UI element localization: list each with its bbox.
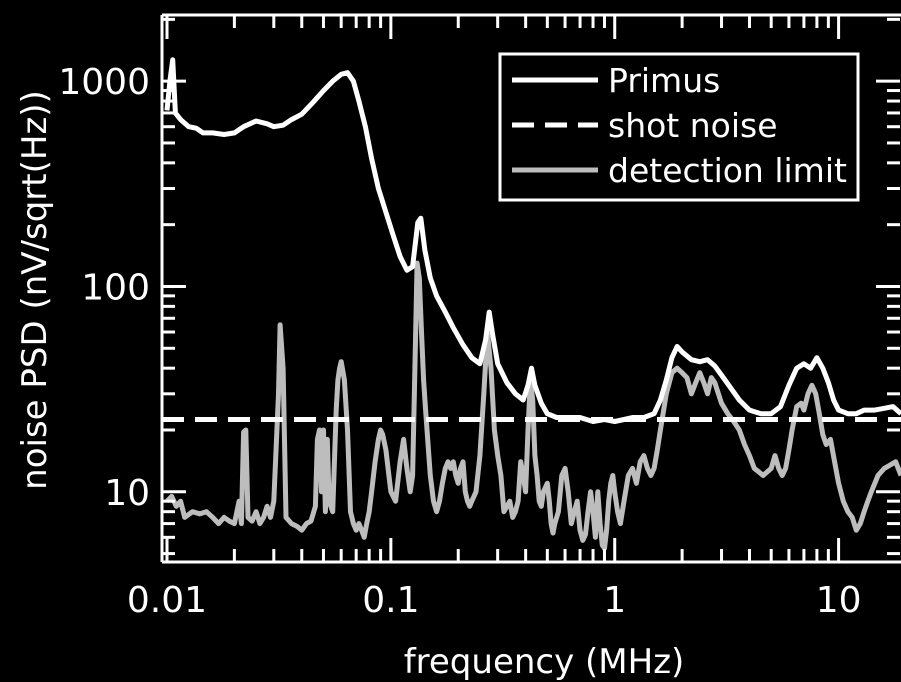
y-tick-label: 100 [81,267,150,308]
x-tick-label: 0.1 [362,580,419,621]
x-axis-title: frequency (MHz) [404,642,685,682]
legend-label-shot-noise: shot noise [608,106,778,145]
data-curves [162,57,901,551]
legend-label-detection-limit: detection limit [608,151,847,190]
y-axis-title: noise PSD (nV/sqrt(Hz)) [15,90,55,490]
y-tick-label: 1000 [58,62,150,103]
plot-frame [160,13,901,564]
series-line-detection-limit [165,260,901,551]
x-tick-label: 0.01 [127,580,207,621]
axis-ticks [162,15,900,562]
legend-label-primus: Primus [608,61,720,100]
x-tick-label: 10 [816,580,862,621]
legend: Primus shot noise detection limit [498,52,860,202]
x-tick-label: 1 [603,580,626,621]
series-line-primus [164,57,901,424]
tick-labels: 0.01 0.1 1 10 10 100 1000 [58,62,861,621]
y-tick-label: 10 [104,473,150,514]
